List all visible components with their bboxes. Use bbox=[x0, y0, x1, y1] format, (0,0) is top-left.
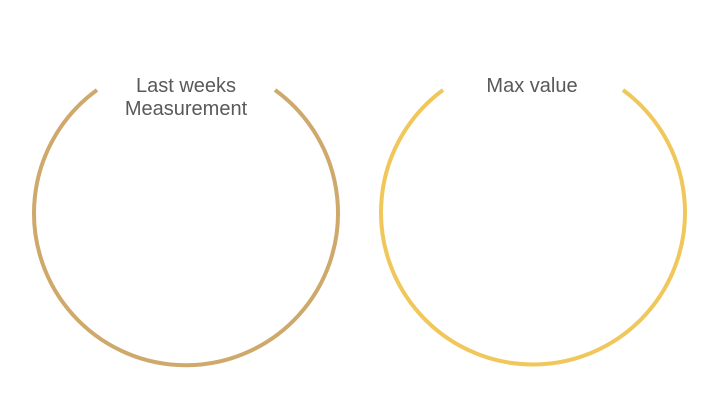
right-ring-title-line-1: Max value bbox=[486, 75, 578, 97]
right-ring-title: Max value bbox=[442, 75, 622, 98]
left-ring-title-line-1: Last weeks bbox=[135, 75, 237, 97]
left-ring-title-line-2: Measurement bbox=[124, 98, 248, 120]
left-ring-title: Last weeks Measurement bbox=[96, 75, 276, 121]
left-ring-arc bbox=[32, 88, 340, 368]
right-ring-arc bbox=[379, 88, 687, 367]
